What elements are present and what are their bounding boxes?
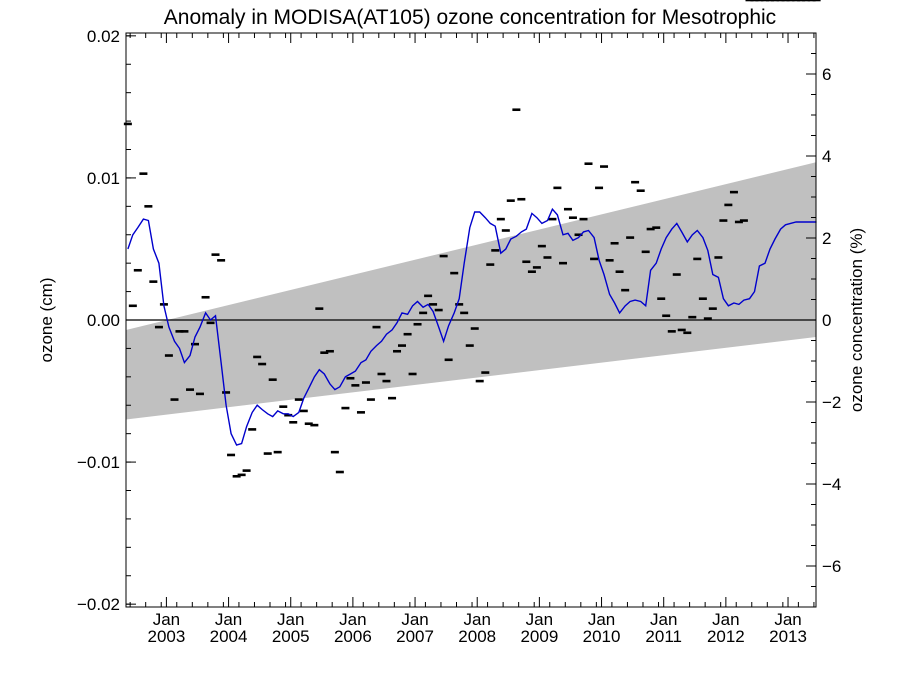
y-left-tick-label: −0.01: [77, 453, 120, 472]
axes-layer: 0.020.010.00−0.01−0.026420−2−4−6Jan2003J…: [77, 27, 841, 646]
x-tick-label-year: 2010: [583, 627, 621, 646]
y-axis-label-right: ozone concentration (%): [847, 228, 866, 412]
x-tick-label-year: 2005: [272, 627, 310, 646]
x-tick-label-year: 2009: [520, 627, 558, 646]
x-tick-label-month: Jan: [774, 610, 801, 629]
y-right-tick-label: −2: [822, 393, 841, 412]
x-tick-label-year: 2013: [769, 627, 807, 646]
y-right-tick-label: −4: [822, 475, 841, 494]
smoothed-anomaly-line: [127, 207, 817, 446]
x-tick-label-year: 2006: [334, 627, 372, 646]
x-tick-label-month: Jan: [401, 610, 428, 629]
y-right-tick-label: −6: [822, 557, 841, 576]
monthly-anomaly-points: [123, 0, 821, 478]
y-axis-label-left: ozone (cm): [37, 277, 56, 362]
x-tick-label-month: Jan: [588, 610, 615, 629]
chart-title: Anomaly in MODISA(AT105) ozone concentra…: [164, 6, 776, 29]
y-left-tick-label: 0.01: [87, 169, 120, 188]
x-tick-label-month: Jan: [650, 610, 677, 629]
y-right-tick-label: 0: [822, 311, 831, 330]
y-left-tick-label: −0.02: [77, 595, 120, 614]
smoothed-anomaly-line-layer: [127, 207, 817, 446]
y-right-tick-label: 4: [822, 147, 831, 166]
x-tick-label-month: Jan: [526, 610, 553, 629]
y-left-tick-label: 0.02: [87, 27, 120, 46]
x-tick-label-year: 2008: [458, 627, 496, 646]
x-tick-label-month: Jan: [215, 610, 242, 629]
y-left-tick-label: 0.00: [87, 311, 120, 330]
y-right-tick-label: 2: [822, 229, 831, 248]
trend-band: [126, 162, 816, 420]
x-tick-label-year: 2011: [645, 627, 682, 646]
x-tick-label-month: Jan: [153, 610, 180, 629]
x-tick-label-month: Jan: [277, 610, 304, 629]
x-tick-label-month: Jan: [464, 610, 491, 629]
x-tick-label-year: 2012: [707, 627, 745, 646]
x-tick-label-year: 2003: [147, 627, 185, 646]
x-tick-label-month: Jan: [712, 610, 739, 629]
x-tick-label-year: 2004: [210, 627, 248, 646]
y-right-tick-label: 6: [822, 65, 831, 84]
trend-band-layer: [126, 162, 816, 420]
x-tick-label-month: Jan: [339, 610, 366, 629]
x-tick-label-year: 2007: [396, 627, 434, 646]
